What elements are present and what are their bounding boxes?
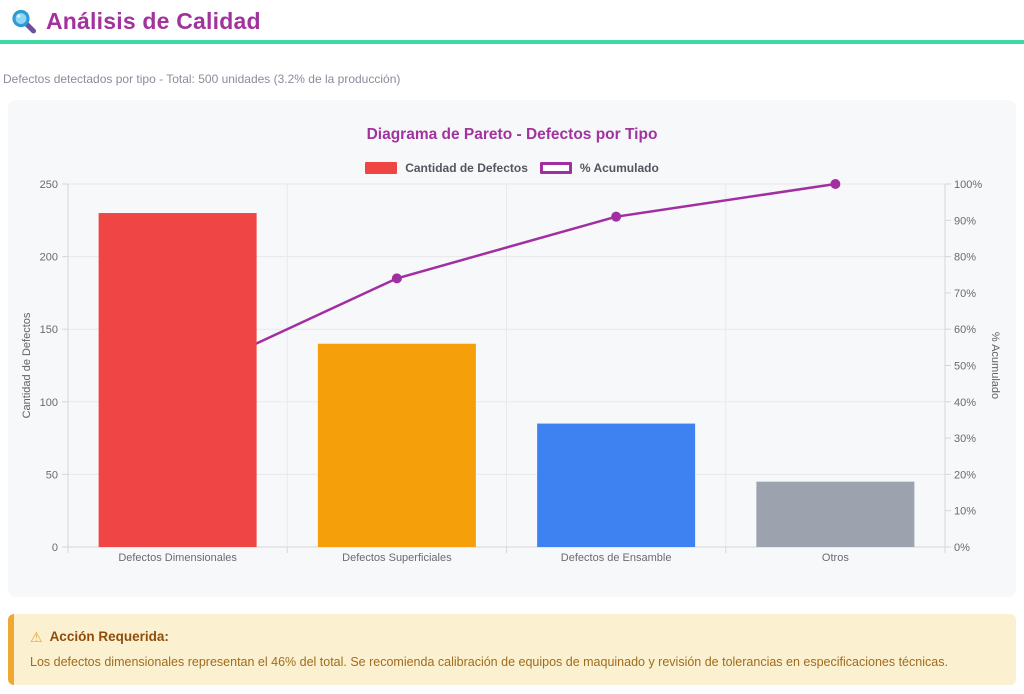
left-tick-label: 50 — [46, 469, 58, 481]
teal-divider — [0, 40, 1024, 44]
legend-line-swatch — [539, 162, 572, 174]
cumulative-point-1[interactable] — [391, 273, 402, 284]
left-tick-label: 150 — [40, 324, 58, 336]
right-tick-label: 0% — [954, 542, 970, 554]
page-header: Análisis de Calidad — [0, 0, 1024, 40]
page-title: Análisis de Calidad — [46, 8, 261, 34]
legend-item-line[interactable]: % Acumulado — [539, 161, 659, 175]
right-tick-label: 40% — [954, 397, 976, 409]
left-axis-title: Cantidad de Defectos — [21, 312, 33, 418]
alert-title: Acción Requerida: — [49, 629, 169, 644]
action-required-alert: ⚠ Acción Requerida: Los defectos dimensi… — [8, 614, 1016, 685]
left-tick-label: 100 — [40, 397, 58, 409]
pareto-chart: 0 50 100 150 200 250 0% 10% 20% 30% 40% 50% 60% 70% 80… — [21, 179, 1001, 564]
right-tick-label: 30% — [954, 433, 976, 445]
x-category-label: Otros — [822, 552, 849, 564]
cumulative-point-3[interactable] — [830, 179, 841, 189]
chart-title: Diagrama de Pareto - Defectos por Tipo — [366, 126, 658, 143]
legend-item-bars[interactable]: Cantidad de Defectos — [365, 161, 528, 175]
right-tick-label: 20% — [954, 469, 976, 481]
alert-text: Los defectos dimensionales representan e… — [30, 655, 948, 669]
right-tick-label: 50% — [954, 361, 976, 373]
warning-triangle-icon: ⚠ — [30, 628, 43, 645]
right-tick-label: 60% — [954, 324, 976, 336]
bar-2[interactable] — [537, 423, 696, 547]
chart-legend: Cantidad de Defectos % Acumulado — [8, 161, 1016, 175]
legend-line-label: % Acumulado — [579, 161, 659, 175]
x-category-label: Defectos Dimensionales — [118, 552, 237, 564]
right-axis-title: % Acumulado — [989, 332, 1001, 399]
chart-subtitle: Defectos detectados por tipo - Total: 50… — [3, 72, 401, 86]
legend-bar-label: Cantidad de Defectos — [405, 161, 528, 175]
chart-card: Diagrama de Pareto - Defectos por Tipo C… — [8, 100, 1016, 597]
right-tick-label: 10% — [954, 506, 976, 518]
x-category-label: Defectos de Ensamble — [561, 552, 672, 564]
right-tick-label: 100% — [954, 179, 982, 191]
magnifier-icon — [12, 9, 36, 34]
legend-bar-swatch — [365, 162, 398, 174]
cumulative-line — [177, 182, 836, 382]
x-category-label: Defectos Superficiales — [342, 552, 452, 564]
bar-1[interactable] — [317, 343, 476, 547]
cumulative-point-2[interactable] — [611, 211, 622, 222]
right-tick-label: 80% — [954, 252, 976, 264]
left-tick-label: 250 — [40, 179, 58, 191]
left-tick-label: 200 — [40, 252, 58, 264]
bar-3[interactable] — [756, 481, 915, 547]
bar-0[interactable] — [98, 213, 257, 547]
right-tick-label: 70% — [954, 288, 976, 300]
left-tick-label: 0 — [52, 542, 58, 554]
right-tick-label: 90% — [954, 215, 976, 227]
